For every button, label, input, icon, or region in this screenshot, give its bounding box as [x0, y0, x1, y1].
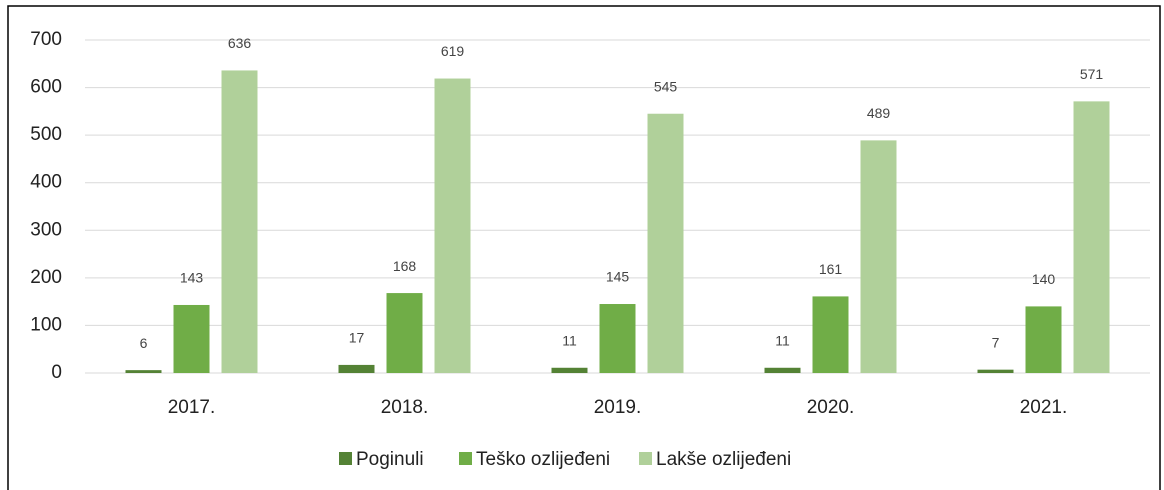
bar — [1025, 306, 1062, 373]
legend-label: Poginuli — [356, 449, 424, 470]
bar — [647, 113, 684, 373]
x-tick-label: 2017. — [168, 397, 216, 418]
bar — [977, 369, 1014, 373]
data-label: 145 — [606, 269, 630, 285]
y-tick-label: 100 — [30, 314, 62, 335]
bar — [599, 304, 636, 373]
data-label: 11 — [562, 332, 577, 348]
data-label: 140 — [1032, 271, 1056, 287]
legend-swatch — [459, 452, 472, 465]
data-label: 168 — [393, 258, 417, 274]
bar — [551, 367, 588, 373]
bar — [221, 70, 258, 374]
data-label: 571 — [1080, 66, 1104, 82]
bar — [812, 296, 849, 373]
y-tick-label: 700 — [30, 29, 62, 50]
bar — [764, 367, 801, 373]
bar — [125, 370, 162, 373]
data-label: 17 — [349, 330, 365, 346]
data-label: 545 — [654, 78, 678, 94]
bar — [338, 364, 375, 373]
data-label: 11 — [775, 332, 790, 348]
legend-swatch — [339, 452, 352, 465]
legend-swatch — [639, 452, 652, 465]
data-label: 7 — [992, 334, 1000, 350]
x-tick-label: 2018. — [381, 397, 429, 418]
bar — [173, 304, 210, 373]
legend-label: Teško ozlijeđeni — [476, 449, 610, 470]
x-tick-label: 2021. — [1020, 397, 1068, 418]
y-tick-label: 0 — [51, 362, 62, 383]
legend-label: Lakše ozlijeđeni — [656, 449, 791, 470]
y-tick-label: 300 — [30, 219, 62, 240]
data-label: 6 — [140, 335, 148, 351]
data-label: 619 — [441, 43, 465, 59]
frame — [7, 5, 1161, 490]
bar — [386, 293, 423, 373]
y-tick-label: 400 — [30, 172, 62, 193]
bar — [860, 140, 897, 373]
data-label: 143 — [180, 270, 204, 286]
y-tick-label: 500 — [30, 124, 62, 145]
x-tick-label: 2020. — [807, 397, 855, 418]
x-tick-label: 2019. — [594, 397, 642, 418]
y-tick-label: 200 — [30, 267, 62, 288]
bar — [1073, 101, 1110, 374]
bar — [434, 78, 471, 373]
data-label: 636 — [228, 35, 252, 51]
data-label: 161 — [819, 261, 843, 277]
data-label: 489 — [867, 105, 891, 121]
y-tick-label: 600 — [30, 77, 62, 98]
